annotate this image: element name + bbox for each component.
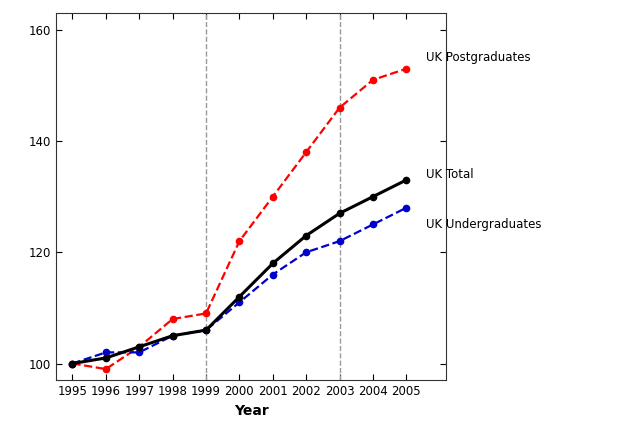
- Text: UK Postgraduates: UK Postgraduates: [427, 51, 531, 64]
- X-axis label: Year: Year: [234, 404, 268, 418]
- Text: UK Undergraduates: UK Undergraduates: [427, 218, 542, 231]
- Text: UK Total: UK Total: [427, 168, 474, 181]
